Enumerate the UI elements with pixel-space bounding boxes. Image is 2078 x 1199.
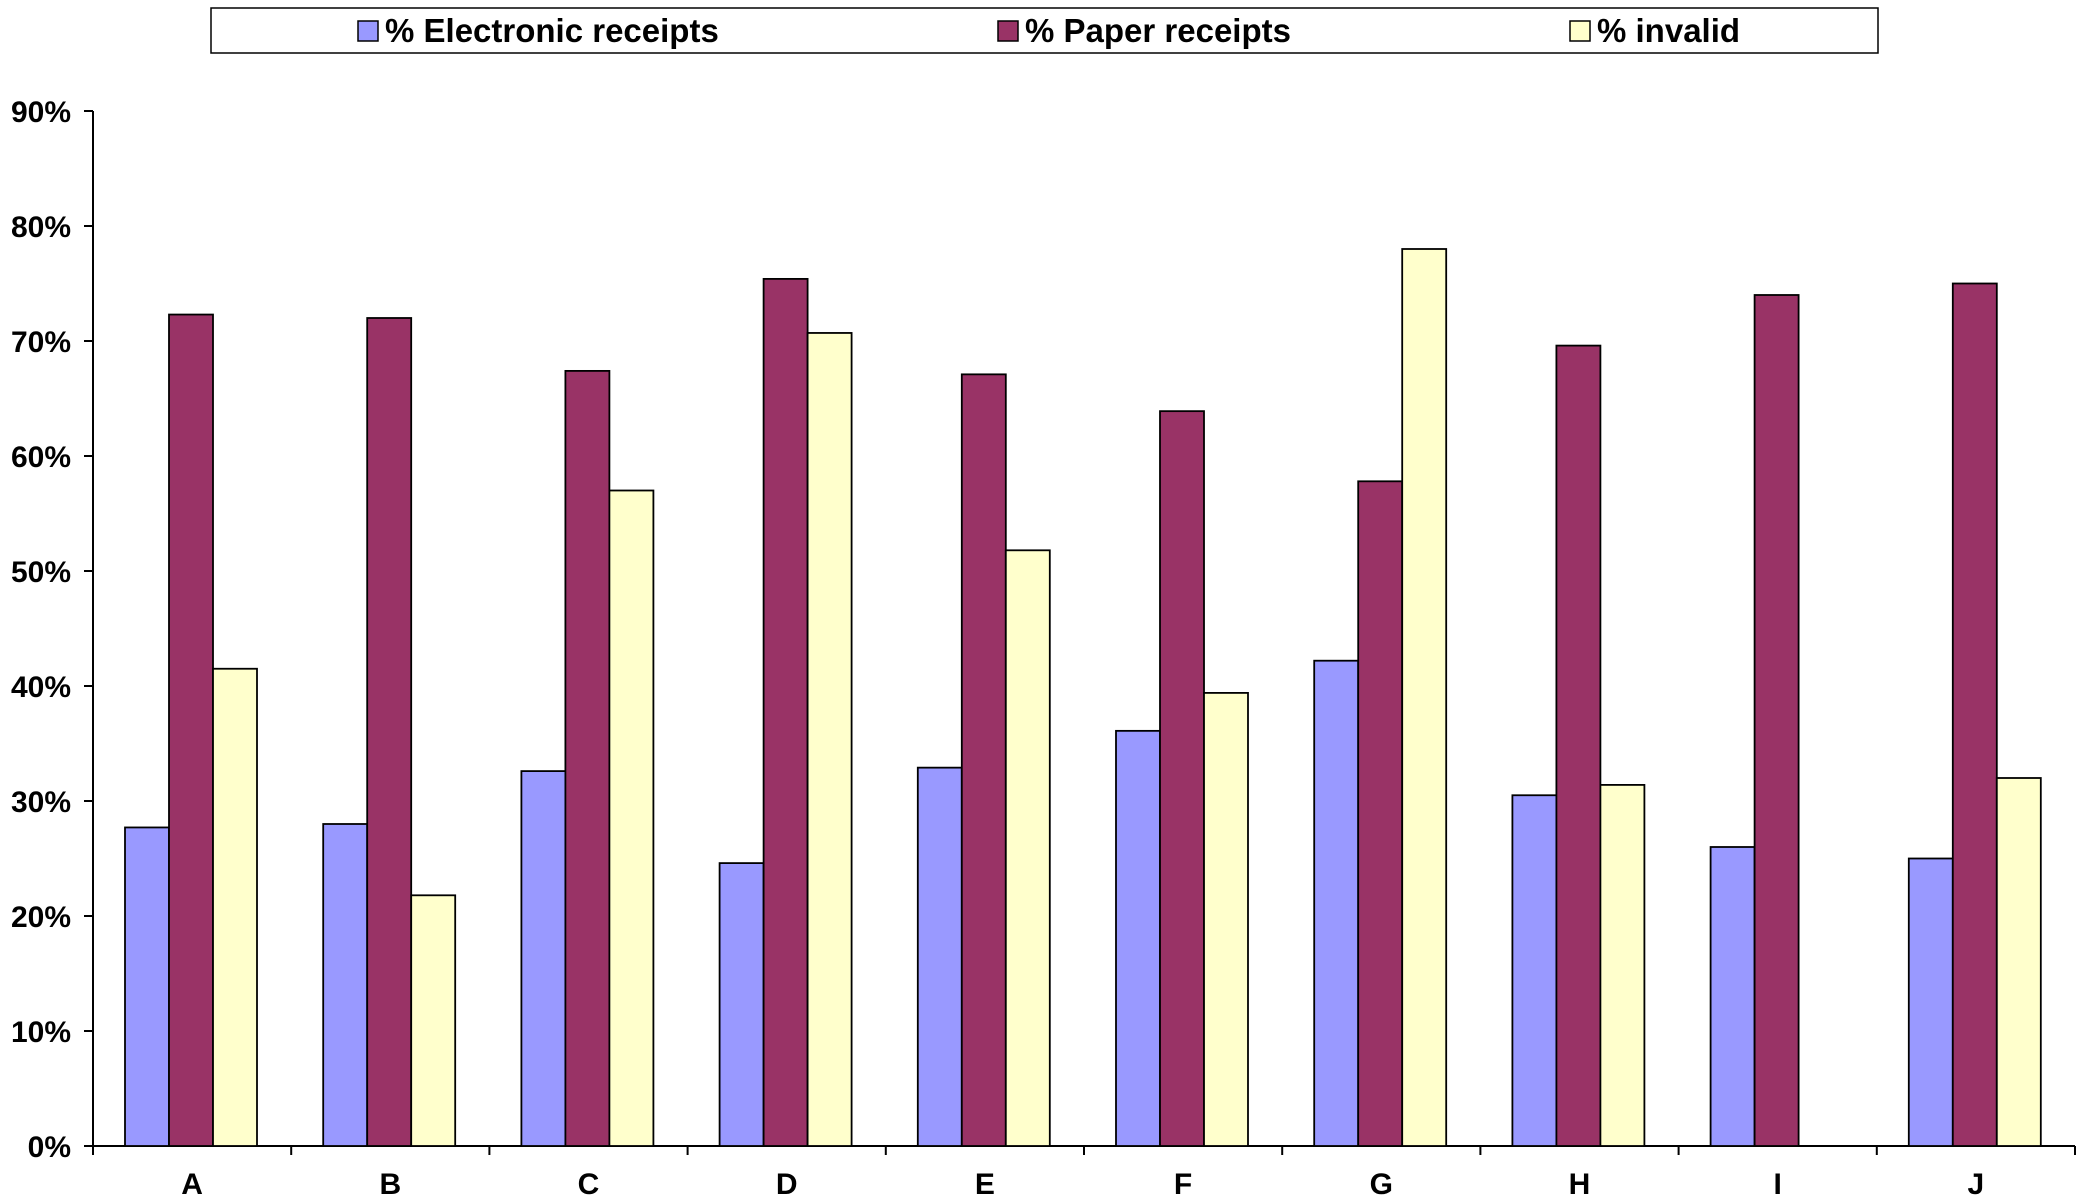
y-tick-label: 10% [11, 1016, 71, 1049]
bar-j-series-2 [1951, 282, 1998, 1147]
legend-label-series-3: % invalid [1597, 12, 1740, 49]
bar-f-series-3 [1203, 692, 1249, 1147]
bar-g-series-2 [1357, 480, 1404, 1147]
x-tick-label: J [1968, 1168, 1985, 1199]
x-tick-label: G [1370, 1168, 1393, 1199]
y-tick-label: 60% [11, 441, 71, 474]
bar-a-series-2 [168, 313, 214, 1147]
bar-d-series-1 [718, 862, 765, 1147]
bar-g-series-3 [1401, 248, 1448, 1147]
y-tick-label: 90% [11, 96, 71, 129]
y-tick-label: 30% [11, 786, 71, 819]
bar-a-series-3 [212, 667, 258, 1147]
bar-f-series-2 [1159, 410, 1205, 1147]
bar-e-series-1 [916, 766, 963, 1147]
y-tick-label: 50% [11, 556, 71, 589]
x-tick-label: E [975, 1168, 995, 1199]
bar-i-series-1 [1709, 846, 1756, 1147]
bar-h-series-3 [1599, 784, 1646, 1147]
x-axis: A B C D E F G H I J [92, 1145, 2076, 1199]
legend-box [210, 7, 1879, 54]
bar-e-series-3 [1004, 549, 1051, 1147]
legend: % Electronic receipts % Paper receipts % i… [210, 7, 1879, 54]
bar-f-series-1 [1115, 729, 1161, 1147]
bar-i-series-2 [1753, 294, 1800, 1147]
bar-j-series-3 [1995, 777, 2042, 1147]
bar-j-series-1 [1907, 857, 1954, 1147]
bar-h-series-2 [1555, 344, 1602, 1147]
y-tick-label: 20% [11, 901, 71, 934]
legend-swatch-series-2 [997, 20, 1019, 42]
legend-label-series-1: % Electronic receipts [385, 12, 719, 49]
x-tick-label: D [776, 1168, 798, 1199]
bar-g-series-1 [1313, 659, 1360, 1147]
legend-swatch-series-1 [357, 20, 379, 42]
legend-swatch-series-3 [1569, 20, 1591, 42]
bar-a-series-1 [124, 826, 170, 1147]
bar-b-series-2 [366, 317, 413, 1147]
x-tick-label: I [1774, 1168, 1782, 1199]
bar-e-series-2 [960, 373, 1007, 1147]
x-tick-label: A [181, 1168, 203, 1199]
bar-d-series-2 [762, 277, 809, 1147]
y-axis: 0% 10% 20% 30% 40% 50% 60% 70% 80% 90% [11, 96, 94, 1164]
bar-b-series-1 [322, 823, 369, 1147]
bar-c-series-3 [608, 489, 655, 1147]
bar-d-series-3 [806, 332, 853, 1147]
y-tick-label: 40% [11, 671, 71, 704]
bars [124, 248, 2042, 1147]
x-tick-label: C [578, 1168, 600, 1199]
x-tick-label: B [379, 1168, 401, 1199]
y-tick-label: 70% [11, 326, 71, 359]
bar-c-series-2 [564, 369, 611, 1147]
bar-b-series-3 [410, 894, 457, 1147]
bar-h-series-1 [1511, 794, 1558, 1147]
y-tick-label: 80% [11, 211, 71, 244]
y-tick-label: 0% [28, 1131, 71, 1164]
legend-label-series-2: % Paper receipts [1025, 12, 1291, 49]
x-tick-label: H [1569, 1168, 1591, 1199]
bar-c-series-1 [520, 770, 567, 1147]
x-tick-label: F [1174, 1168, 1192, 1199]
